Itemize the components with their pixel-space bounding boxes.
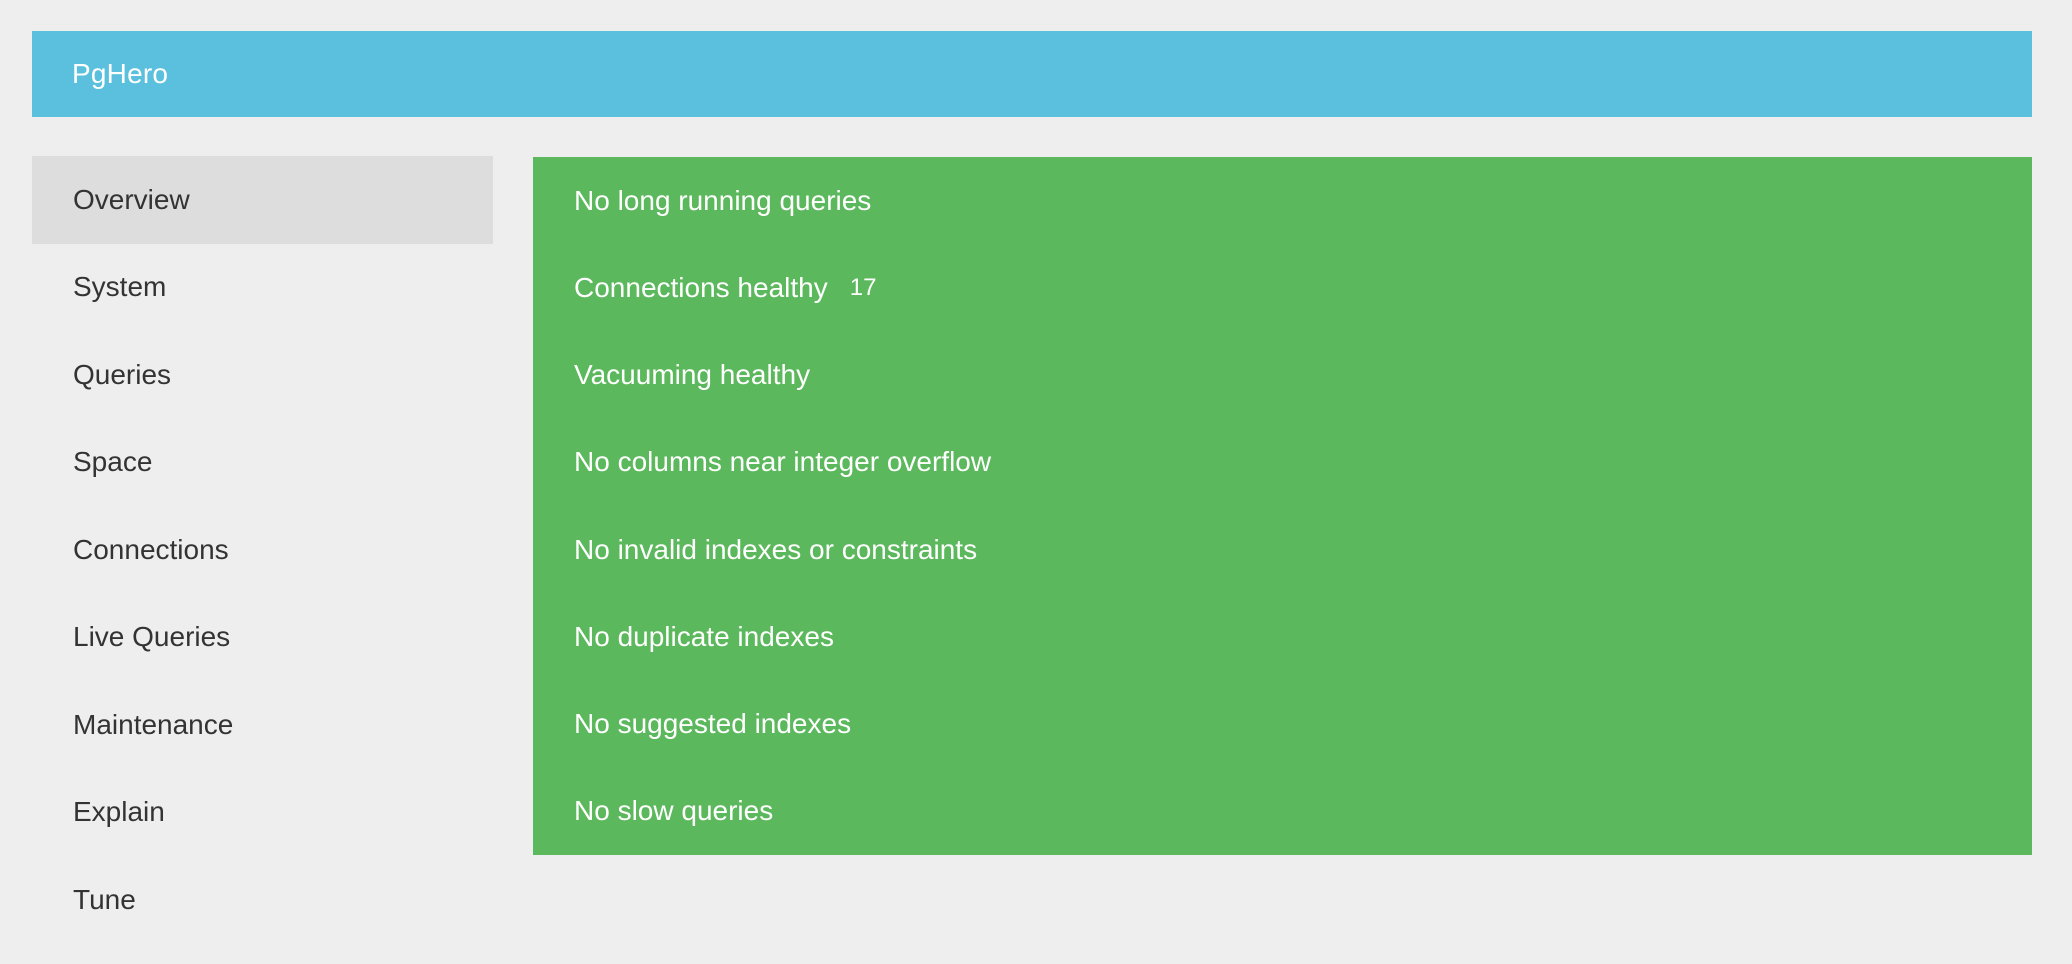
status-suggested-indexes[interactable]: No suggested indexes (533, 680, 2032, 768)
status-label: No suggested indexes (574, 708, 852, 740)
sidebar-item-overview[interactable]: Overview (32, 156, 493, 244)
status-long-running-queries[interactable]: No long running queries (533, 157, 2032, 245)
sidebar-item-explain[interactable]: Explain (73, 796, 165, 828)
status-duplicate-indexes[interactable]: No duplicate indexes (533, 593, 2032, 681)
sidebar-item-connections[interactable]: Connections (73, 533, 229, 565)
sidebar-item-tune[interactable]: Tune (73, 883, 136, 915)
sidebar-item-queries[interactable]: Queries (73, 358, 172, 390)
status-panel: No long running queries Connections heal… (533, 157, 2032, 855)
sidebar-item-maintenance[interactable]: Maintenance (73, 708, 234, 740)
status-label: Connections healthy (574, 271, 828, 303)
status-label: Vacuuming healthy (574, 359, 811, 391)
status-label: No slow queries (574, 795, 774, 827)
status-label: No long running queries (574, 184, 872, 216)
status-label: No invalid indexes or constraints (574, 533, 978, 565)
connections-count: 17 (849, 273, 877, 301)
status-invalid-indexes[interactable]: No invalid indexes or constraints (533, 506, 2032, 594)
sidebar-item-system[interactable]: System (73, 271, 167, 303)
brand-link[interactable]: PgHero (72, 58, 169, 89)
status-slow-queries[interactable]: No slow queries (533, 767, 2032, 855)
status-connections[interactable]: Connections healthy 17 (533, 244, 2032, 332)
status-label: No columns near integer overflow (574, 446, 992, 478)
app-header: PgHero (32, 31, 2032, 117)
sidebar-item-live-queries[interactable]: Live Queries (73, 621, 231, 653)
status-vacuuming[interactable]: Vacuuming healthy (533, 331, 2032, 419)
status-integer-overflow[interactable]: No columns near integer overflow (533, 418, 2032, 506)
sidebar-item-space[interactable]: Space (73, 446, 153, 478)
status-label: No duplicate indexes (574, 620, 834, 652)
sidebar-nav: Overview System Queries Space Connection… (32, 156, 493, 944)
